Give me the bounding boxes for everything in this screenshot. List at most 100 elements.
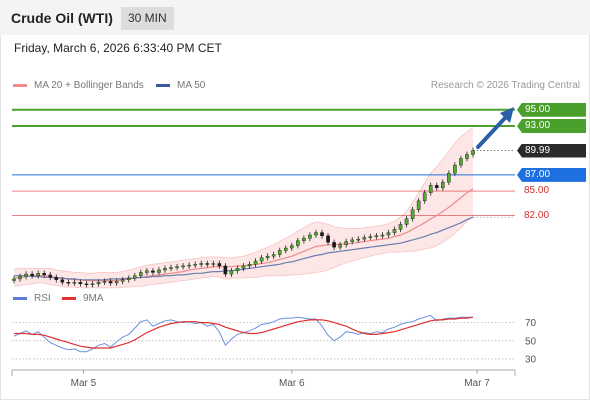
candle-body [247, 264, 252, 267]
candle-body [368, 236, 373, 238]
candle-body [145, 270, 149, 273]
candle-body [314, 232, 318, 236]
candle-body [338, 244, 342, 248]
candle-body [42, 273, 46, 276]
candle-body [84, 283, 89, 286]
rsi-swatch [13, 297, 27, 300]
candle-body [126, 277, 131, 280]
candle-body [326, 235, 330, 243]
candle-body [187, 264, 191, 267]
ma50-label: MA 50 [177, 80, 206, 91]
candle-body [54, 277, 59, 280]
candle-body [96, 282, 101, 285]
candle-body [410, 209, 415, 219]
candle-body [241, 265, 246, 269]
legend-ma50: MA 50 [156, 80, 205, 91]
candle-body [90, 283, 95, 286]
candle-body [36, 273, 40, 276]
chart-header: Crude Oil (WTI) 30 MIN [0, 0, 590, 35]
candle-body [344, 241, 348, 245]
candle-body [392, 229, 397, 233]
datetime-label: Friday, March 6, 2026 6:33:40 PM CET [14, 41, 222, 55]
candle-body [404, 218, 409, 225]
candle-body [169, 267, 173, 269]
candle-body [428, 185, 433, 193]
candle-body [78, 282, 83, 285]
candle-body [447, 173, 451, 183]
candle-body [422, 192, 427, 202]
candle-body [277, 250, 282, 255]
candle-body [229, 270, 234, 275]
candle-body [380, 234, 385, 237]
x-tick-label: Mar 5 [71, 378, 97, 389]
candle-body [398, 224, 403, 230]
instrument-title: Crude Oil (WTI) [11, 10, 113, 26]
rsi-ma-label: 9MA [83, 293, 104, 304]
candle-body [374, 235, 379, 238]
candle-body [283, 247, 288, 251]
rsi-label: RSI [34, 293, 51, 304]
ma20-swatch [13, 84, 27, 87]
ma20-label: MA 20 + Bollinger Bands [34, 80, 144, 91]
candle-body [157, 269, 161, 273]
attribution: Research © 2026 Trading Central [430, 80, 580, 91]
level-label-95.00: 95.00 [517, 102, 586, 117]
candle-body [386, 232, 391, 236]
level-label-93.00: 93.00 [517, 119, 586, 134]
level-label-82.00: 82.00 [524, 209, 550, 221]
candle-body [114, 281, 119, 284]
candle-body [24, 273, 28, 277]
legend-rsi-ma: 9MA [62, 293, 104, 304]
level-label-87.00: 87.00 [517, 167, 586, 182]
candle-body [60, 279, 65, 283]
rsi-tick-label: 50 [525, 336, 537, 347]
rsi-ma-swatch [62, 297, 76, 300]
candle-body [465, 154, 469, 159]
candle-body [441, 181, 445, 189]
candle-body [296, 240, 300, 246]
candle-body [290, 245, 294, 249]
candle-body [199, 263, 204, 265]
candle-body [434, 185, 439, 189]
candle-body [259, 257, 264, 262]
interval-selector[interactable]: 30 MIN [121, 7, 174, 30]
candle-body [108, 281, 113, 284]
candle-body [66, 282, 71, 284]
candle-body [265, 255, 270, 258]
rsi-tick-label: 70 [525, 318, 537, 329]
bollinger-band-fill [14, 127, 473, 288]
candle-body [350, 239, 355, 242]
candle-body [416, 200, 421, 211]
candle-body [308, 234, 312, 239]
candle-body [253, 260, 258, 265]
candle-body [12, 278, 16, 281]
candle-body [72, 282, 77, 284]
x-tick-label: Mar 7 [464, 378, 490, 389]
last-price-label: 89.99 [517, 143, 586, 158]
rsi-tick-label: 30 [525, 354, 537, 365]
candle-body [459, 158, 463, 166]
candle-body [362, 237, 367, 240]
bollinger-lower-line [13, 216, 474, 289]
candle-body [271, 254, 276, 257]
candle-body [332, 242, 336, 248]
candle-body [235, 268, 240, 272]
candle-body [175, 266, 179, 268]
candle-body [132, 275, 137, 279]
candle-body [102, 281, 107, 283]
candle-body [356, 238, 361, 241]
legend-ma20: MA 20 + Bollinger Bands [13, 80, 144, 91]
candle-body [211, 263, 216, 265]
candle-body [302, 238, 306, 241]
candle-body [320, 232, 324, 237]
bollinger-upper-line [13, 127, 474, 274]
candle-body [151, 270, 155, 273]
rsi-ma-line [14, 316, 474, 349]
candle-body [223, 265, 228, 275]
projection-arrow-head [500, 107, 514, 123]
candle-body [163, 268, 167, 271]
legend-rsi: RSI [13, 293, 51, 304]
candle-body [48, 274, 53, 278]
